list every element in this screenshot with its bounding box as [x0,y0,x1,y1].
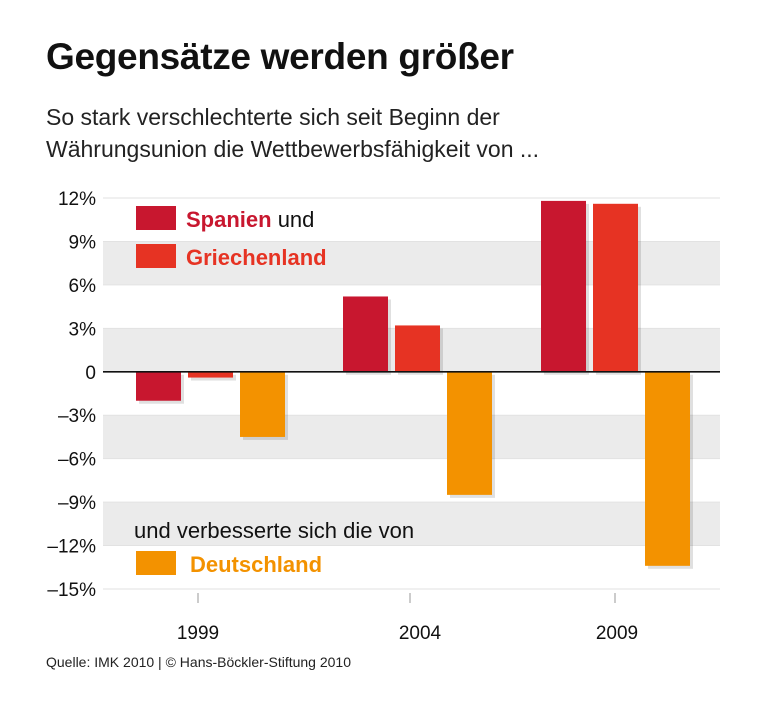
y-tick-label: –6% [58,450,96,471]
x-tick-label: 2009 [596,623,638,644]
legend-swatch-deutschland [136,551,176,575]
y-tick-label: 12% [58,189,96,210]
subtitle-line-1: So stark verschlechterte sich seit Begin… [46,104,500,130]
legend-label-deutschland: Deutschland [190,552,322,577]
bar-griechenland-2004 [395,325,440,372]
page-title: Gegensätze werden größer [46,36,514,77]
y-tick-label: –15% [47,580,96,601]
legend: Spanien und Griechenland und verbesserte… [134,206,414,577]
legend-intro-deutschland: und verbesserte sich die von [134,518,414,543]
y-tick-label: 6% [69,276,97,297]
legend-label-spanien-row: Spanien und [186,207,314,232]
bar-deutschland-1999 [240,371,285,437]
bar-spanien-1999 [136,371,181,401]
bar-shadow [191,374,236,381]
grid-band [103,502,720,546]
bar-spanien-2009 [541,200,586,372]
source-note: Quelle: IMK 2010 | © Hans-Böckler-Stiftu… [46,654,351,670]
y-tick-label: 3% [69,319,97,340]
bar-deutschland-2009 [645,371,690,566]
y-tick-label: 9% [69,232,97,253]
legend-swatch-spanien [136,206,176,230]
y-tick-label: 0 [85,363,96,384]
legend-swatch-griechenland [136,244,176,268]
y-tick-label: –9% [58,493,96,514]
legend-und: und [272,207,315,232]
y-tick-label: –3% [58,406,96,427]
x-tick-label: 1999 [177,623,219,644]
legend-label-spanien: Spanien [186,207,272,232]
x-tick-label: 2004 [399,623,442,644]
bar-spanien-2004 [343,296,388,372]
bar-griechenland-1999 [188,371,233,378]
bar-griechenland-2009 [593,203,638,372]
bar-deutschland-2004 [447,371,492,495]
legend-label-griechenland: Griechenland [186,245,327,270]
subtitle-line-2: Währungsunion die Wettbewerbsfähigkeit v… [46,136,540,162]
grid-band [103,415,720,459]
y-tick-label: –12% [47,537,96,558]
